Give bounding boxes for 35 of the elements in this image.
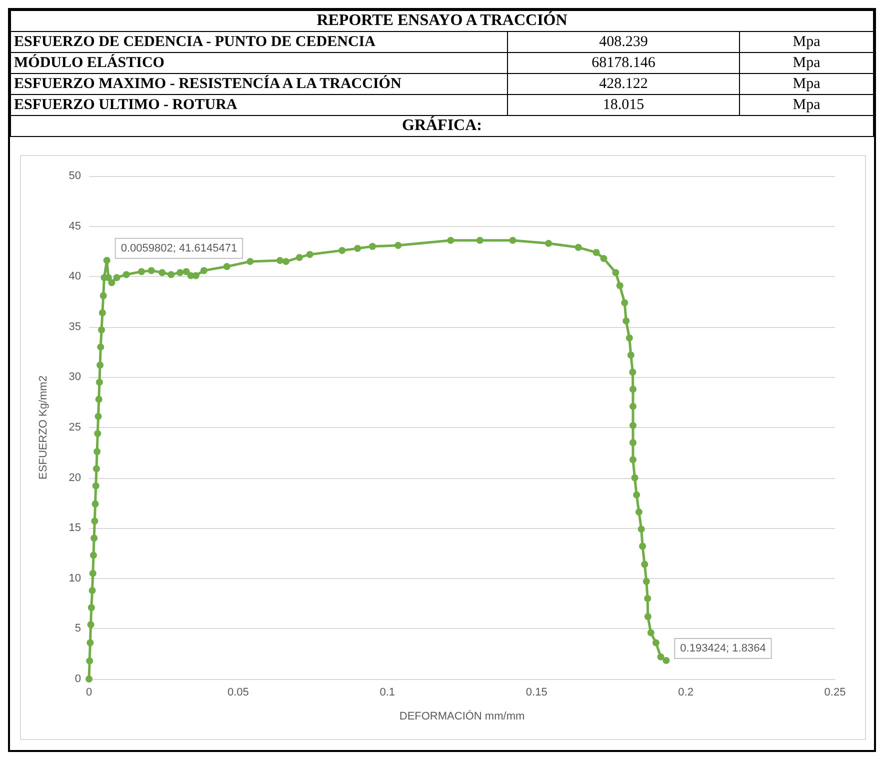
text: ESFUERZO DE CEDENCIA - PUNTO DE CEDENCIA (10, 32, 508, 52)
x-tick-label: 0.25 (824, 686, 846, 698)
y-tick-label: 40 (68, 270, 81, 283)
y-tick-label: 30 (68, 371, 81, 384)
x-tick-label: 0.2 (678, 686, 694, 698)
text: ESFUERZO ULTIMO - ROTURA (10, 94, 508, 116)
text: Mpa (740, 32, 874, 52)
x-tick-label: 0 (86, 686, 92, 698)
y-tick-label: 45 (68, 220, 81, 232)
y-tick-label: 25 (68, 422, 81, 434)
annotation: 0.0059802; 41.6145471 (120, 242, 238, 254)
text: Mpa (740, 94, 874, 116)
chart-subtitle: GRÁFICA: (10, 116, 874, 136)
text: 428.122 (508, 74, 740, 94)
text: 18.015 (508, 94, 740, 116)
text: 408.239 (508, 32, 740, 52)
y-tick-label: 5 (74, 622, 81, 635)
y-tick-label: 20 (68, 472, 81, 484)
y-tick-label: 15 (68, 522, 81, 534)
y-tick-label: 50 (68, 170, 81, 182)
text: 68178.146 (508, 52, 740, 74)
text: MÓDULO ELÁSTICO (10, 52, 508, 74)
y-tick-label: 0 (74, 673, 81, 685)
text: Mpa (740, 52, 874, 74)
x-tick-label: 0.05 (227, 686, 249, 698)
y-tick-label: 10 (68, 572, 81, 584)
text: ESFUERZO MAXIMO - RESISTENCÍA A LA TRACCIÓN (10, 74, 508, 94)
chart-title: REPORTE ENSAYO A TRACCIÓN (10, 10, 874, 32)
y-axis-title: ESFUERZO Kg/mm2 (38, 376, 50, 480)
text: Mpa (740, 74, 874, 94)
y-tick-label: 35 (68, 320, 81, 333)
annotation: 0.193424; 1.8364 (680, 642, 766, 655)
x-tick-label: 0.15 (526, 686, 548, 698)
x-axis-title: DEFORMACIÓN mm/mm (399, 710, 525, 722)
x-tick-label: 0.1 (380, 686, 396, 698)
